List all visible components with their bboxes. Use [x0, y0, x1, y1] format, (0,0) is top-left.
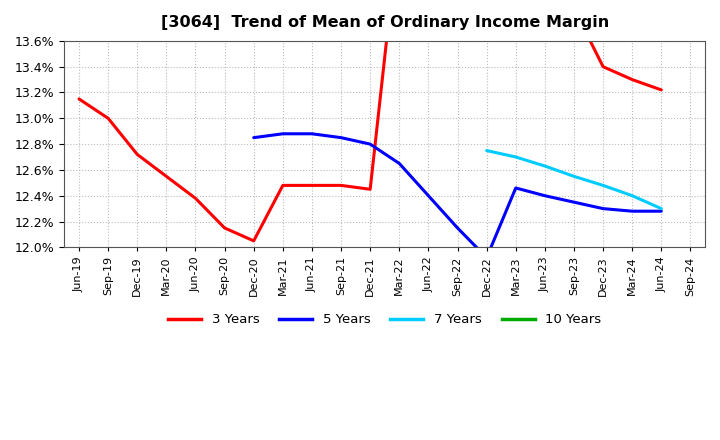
Title: [3064]  Trend of Mean of Ordinary Income Margin: [3064] Trend of Mean of Ordinary Income … — [161, 15, 609, 30]
Legend: 3 Years, 5 Years, 7 Years, 10 Years: 3 Years, 5 Years, 7 Years, 10 Years — [163, 308, 606, 332]
